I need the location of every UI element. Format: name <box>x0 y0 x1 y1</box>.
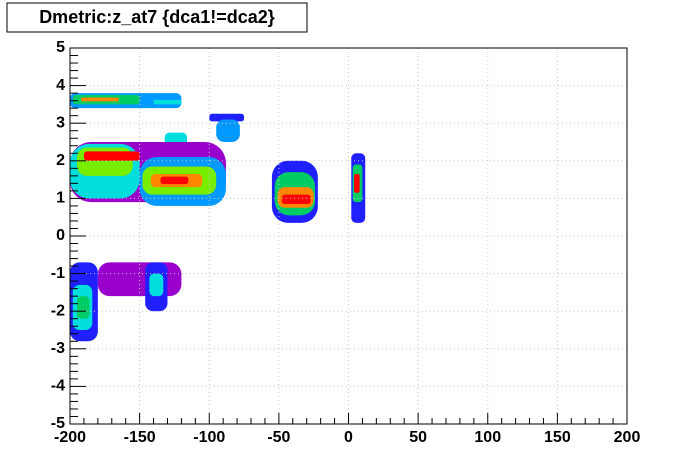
x-tick-label: 150 <box>544 429 571 446</box>
heat-cell <box>76 296 90 319</box>
heat-cell <box>354 173 360 193</box>
x-tick-label: -150 <box>124 429 156 446</box>
y-tick-label: 0 <box>56 227 65 244</box>
x-tick-label: 50 <box>409 429 427 446</box>
y-tick-label: -4 <box>51 378 65 395</box>
title-box <box>6 2 308 33</box>
y-tick-label: 3 <box>56 114 65 131</box>
x-tick-label: -100 <box>193 429 225 446</box>
y-tick-label: 5 <box>56 39 65 56</box>
x-tick-label: 0 <box>344 429 353 446</box>
y-tick-label: 4 <box>56 77 65 94</box>
heat-cell <box>281 194 311 205</box>
heat-cell <box>209 113 245 122</box>
x-tick-label: 100 <box>474 429 501 446</box>
x-tick-label: -50 <box>267 429 290 446</box>
y-tick-label: -1 <box>51 265 65 282</box>
y-tick-label: -2 <box>51 302 65 319</box>
heat-cell <box>83 151 140 161</box>
plot-cells <box>70 93 366 342</box>
x-tick-label: 200 <box>614 429 641 446</box>
plot-frame <box>69 47 628 425</box>
chart-title: Dmetric:z_at7 {dca1!=dca2} <box>39 7 275 27</box>
x-tick-label: -200 <box>54 429 86 446</box>
y-tick-label: 2 <box>56 152 65 169</box>
heat-cell <box>149 273 164 297</box>
heat-cell <box>216 119 240 142</box>
y-tick-label: -3 <box>51 340 65 357</box>
heat-cell <box>97 262 182 297</box>
heat-cell <box>160 176 189 185</box>
heat-cell <box>81 97 119 102</box>
y-tick-label: -5 <box>51 415 65 432</box>
y-tick-label: 1 <box>56 190 65 207</box>
heat-cell <box>153 99 182 105</box>
